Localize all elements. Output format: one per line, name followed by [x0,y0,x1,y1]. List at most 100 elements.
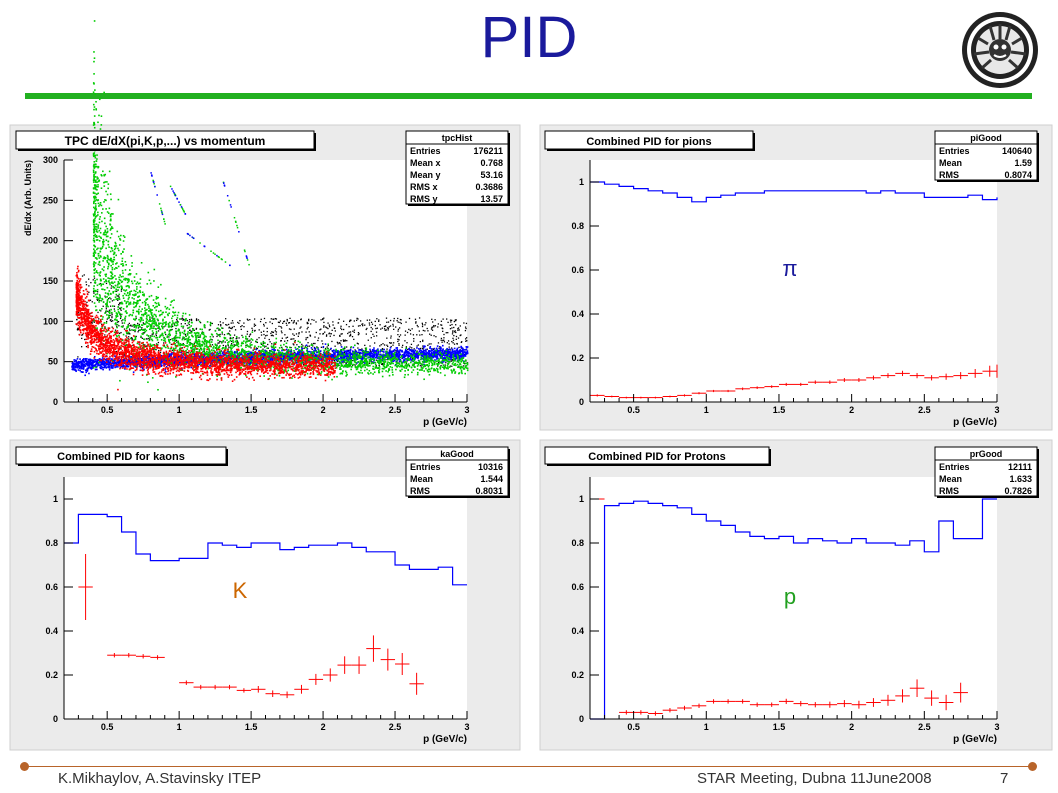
scatter-point [292,343,294,345]
scatter-point [159,351,162,353]
scatter-point [181,367,183,370]
scatter-point [100,365,103,368]
scatter-point [264,349,266,352]
scatter-point [369,355,371,358]
scatter-point [155,348,157,351]
scatter-point [426,327,428,330]
scatter-point [104,295,106,297]
scatter-point [246,355,249,357]
scatter-point [275,331,278,333]
scatter-point [281,337,283,339]
scatter-point [273,352,276,355]
scatter-point [135,310,138,313]
scatter-point [168,354,171,356]
scatter-point [294,339,296,342]
scatter-point [316,351,318,354]
scatter-point [427,353,430,355]
scatter-point [80,364,83,367]
scatter-point [325,334,328,336]
scatter-point [417,348,420,350]
scatter-point [461,341,463,343]
scatter-point [175,327,177,330]
scatter-point [153,359,155,361]
scatter-point [437,326,439,328]
scatter-point [442,357,444,360]
scatter-point [397,317,399,320]
scatter-point [265,322,267,324]
scatter-point [227,332,230,335]
scatter-point [76,365,79,368]
scatter-point [155,298,158,300]
scatter-point [354,364,356,366]
scatter-point [421,322,423,324]
scatter-point [103,201,105,203]
scatter-point [373,354,375,357]
scatter-point [258,349,260,352]
scatter-point [253,323,256,325]
scatter-point [194,348,196,350]
scatter-point [99,275,101,277]
scatter-point [397,328,400,330]
scatter-point [258,329,260,331]
scatter-point [111,361,114,364]
scatter-point [269,349,271,352]
scatter-point [218,329,220,331]
scatter-point [393,320,395,322]
scatter-point [343,346,346,348]
scatter-point [312,368,314,371]
scatter-point [395,350,397,352]
scatter-point [217,342,219,344]
scatter-point [422,345,424,347]
scatter-point [332,324,334,326]
scatter-point [417,353,420,356]
scatter-point [290,350,293,352]
scatter-point [284,334,286,336]
scatter-point [231,326,234,329]
scatter-point [345,323,348,326]
scatter-point [240,325,242,328]
scatter-point [111,366,114,369]
scatter-point [87,364,89,367]
scatter-point [448,348,450,351]
scatter-point [342,355,345,358]
scatter-point [315,321,317,323]
scatter-point [406,350,409,353]
scatter-point [114,329,117,331]
scatter-point [343,355,346,358]
scatter-point [360,352,362,355]
scatter-point [91,367,93,369]
scatter-point [447,358,450,361]
scatter-point [71,366,74,368]
scatter-point [159,357,161,359]
scatter-point [327,344,329,347]
scatter-point [218,342,220,344]
scatter-point [110,367,113,369]
scatter-point [336,354,339,356]
scatter-point [411,347,413,349]
scatter-point [404,330,407,332]
scatter-point [125,335,127,337]
scatter-point [307,322,309,325]
scatter-point [355,355,358,358]
scatter-point [336,341,339,343]
scatter-point [286,340,289,342]
scatter-point [180,323,182,325]
scatter-point [282,361,284,363]
scatter-point [393,359,396,362]
scatter-point [141,337,143,339]
scatter-point [435,336,437,338]
scatter-point [431,326,433,328]
scatter-point [414,318,417,320]
scatter-point [300,318,302,320]
scatter-point [285,356,287,359]
scatter-point [446,347,448,350]
scatter-point [133,326,135,328]
scatter-point [259,320,262,323]
scatter-point [441,355,443,357]
scatter-point [435,354,438,357]
scatter-point [270,318,272,320]
scatter-point [220,325,222,327]
scatter-point [353,329,356,331]
scatter-point [462,355,465,357]
